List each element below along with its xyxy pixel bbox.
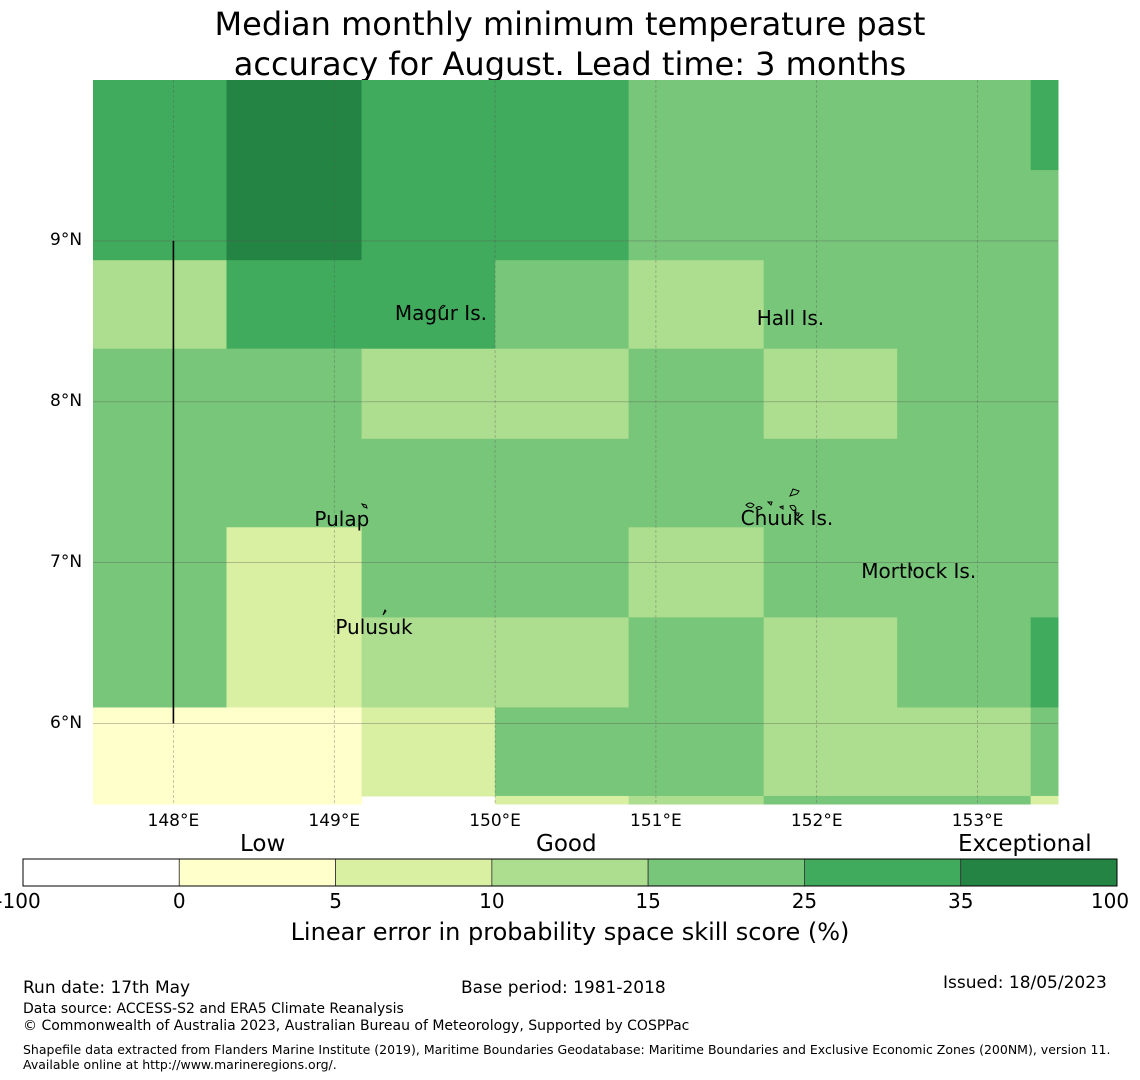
grid-cell <box>361 348 630 440</box>
grid-cell <box>1030 617 1059 708</box>
latitude-tick-label: 9°N <box>50 229 83 250</box>
grid-cell <box>226 617 363 708</box>
grid-cell <box>628 260 765 350</box>
island-outlines <box>360 304 913 616</box>
colorbar-tick-label: 5 <box>329 889 342 913</box>
island-outline <box>360 503 368 509</box>
grid-cell <box>93 438 1059 528</box>
colorbar-category-good: Good <box>536 831 597 857</box>
skill-map <box>93 80 1059 805</box>
grid-cell <box>93 260 227 350</box>
place-label: Magur Is. <box>394 301 487 326</box>
grid-cell <box>1030 80 1059 171</box>
grid-cell <box>93 80 227 261</box>
grid-cell <box>897 617 1032 708</box>
colorbar-title: Linear error in probability space skill … <box>290 918 850 946</box>
grid-cell <box>628 80 1032 261</box>
map-title: Median monthly minimum temperature past … <box>0 4 1140 84</box>
colorbar-bin <box>491 858 649 887</box>
colorbar-bin <box>178 858 336 887</box>
grid-cell <box>495 795 630 805</box>
grid-cell <box>495 707 765 797</box>
grid-cell <box>361 707 496 797</box>
colorbar-tick-label: 15 <box>635 889 661 913</box>
shapefile-credit: Shapefile data extracted from Flanders M… <box>23 1042 1111 1072</box>
colorbar-frame <box>22 858 1118 887</box>
grid-cell <box>628 348 765 440</box>
grid-cell <box>763 707 1032 797</box>
grid-cell <box>763 617 898 708</box>
grid-cell <box>1030 170 1059 261</box>
island-outline <box>382 609 387 616</box>
grid-cell <box>93 348 363 440</box>
longitude-tick-label: 149°E <box>308 811 361 831</box>
grid-cell <box>93 617 227 708</box>
copyright: © Commonwealth of Australia 2023, Austra… <box>23 1018 690 1034</box>
skill-grid <box>93 80 1059 805</box>
latitude-tick-label: 7°N <box>50 551 83 572</box>
place-label: Pulap <box>314 507 370 532</box>
colorbar-tick-label: 35 <box>947 889 974 913</box>
latitude-tick-label: 8°N <box>50 390 83 411</box>
colorbar-bins <box>22 858 1118 887</box>
grid-cell <box>628 527 765 618</box>
place-label: Pulusuk <box>335 615 413 640</box>
data-source: Data source: ACCESS-S2 and ERA5 Climate … <box>23 1001 404 1017</box>
base-period: Base period: 1981-2018 <box>461 978 666 998</box>
grid-cell <box>93 707 363 805</box>
colorbar-tick-label: 10 <box>479 889 505 913</box>
colorbar-tick-label: 100 <box>1090 889 1130 913</box>
colorbar-tick-label: -100 <box>0 889 41 913</box>
colorbar-bin <box>960 858 1118 887</box>
grid-cell <box>1030 707 1059 797</box>
grid-cell <box>628 617 765 708</box>
longitude-tick-label: 152°E <box>790 811 843 831</box>
grid-cell <box>763 260 1059 350</box>
grid-cell <box>763 527 1059 618</box>
island-outline <box>745 501 800 517</box>
colorbar-category-exceptional: Exceptional <box>958 831 1092 857</box>
longitude-tick-label: 153°E <box>951 811 1004 831</box>
colorbar <box>22 858 1118 887</box>
longitude-tick-label: 151°E <box>630 811 682 831</box>
colorbar-tick-label: 0 <box>172 889 186 913</box>
island-outline <box>908 564 913 572</box>
grid-cell <box>226 260 496 350</box>
map-title-line1: Median monthly minimum temperature past <box>214 5 926 43</box>
grid-cell <box>1030 795 1059 805</box>
map-title-line2: accuracy for August. Lead time: 3 months <box>233 45 907 83</box>
colorbar-bin <box>804 858 962 887</box>
longitude-tick-label: 150°E <box>469 811 521 831</box>
issued-date: Issued: 18/05/2023 <box>943 973 1107 993</box>
colorbar-tick-label: 25 <box>791 889 818 913</box>
island-outline <box>439 304 446 310</box>
grid-cell <box>226 80 363 261</box>
colorbar-bin <box>335 858 493 887</box>
grid-cell <box>763 348 898 440</box>
grid-cell <box>628 795 765 805</box>
colorbar-category-low: Low <box>240 831 286 857</box>
run-date: Run date: 17th May <box>23 978 191 998</box>
colorbar-bin <box>22 858 180 887</box>
grid-cell <box>495 260 630 350</box>
island-outline <box>789 488 800 497</box>
grid-cell <box>226 527 363 618</box>
grid-cell <box>93 527 227 618</box>
colorbar-bin <box>647 858 805 887</box>
latitude-tick-label: 6°N <box>50 712 83 733</box>
place-label: Mortlock Is. <box>861 558 977 583</box>
grid-cell <box>897 348 1059 440</box>
place-label: Hall Is. <box>756 306 825 331</box>
place-label: Chuuk Is. <box>740 505 834 530</box>
longitude-tick-label: 148°E <box>147 811 200 831</box>
grid-cell <box>763 795 1032 805</box>
